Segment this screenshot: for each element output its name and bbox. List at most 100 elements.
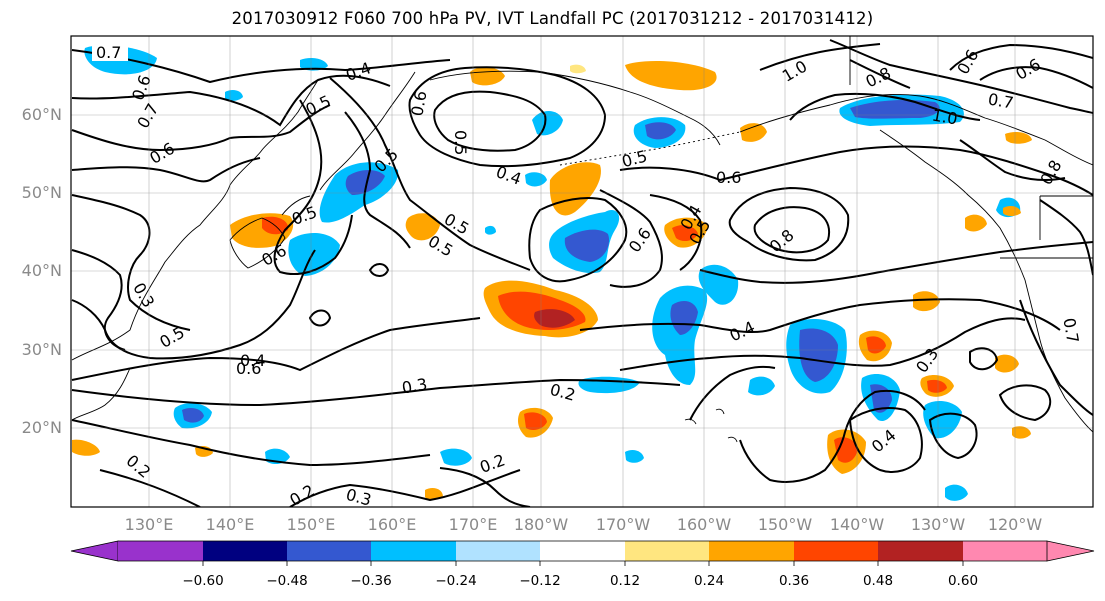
colorbar-tick-label: −0.48 [266,573,308,589]
contour-line [71,378,681,407]
neg-region-core [799,328,838,382]
contour-line [71,419,431,467]
colorbar-swatch [625,541,709,561]
contour-line [579,298,1061,334]
colorbar-swatch [878,541,963,561]
colorbar-extend-high [1046,540,1095,562]
contour-line [71,194,191,331]
contour-line [619,145,1093,196]
contour-label: 0.3 [400,374,428,397]
contour-small-closed [969,347,999,371]
colorbar-tick-label: 0.36 [778,573,810,589]
contour-line [599,189,663,288]
neg-region [923,400,962,439]
contour-label: 0.5 [451,130,470,155]
contour-line [71,104,331,152]
lon-label-160w: 160°W [676,515,732,534]
colorbar-tick-label: −0.12 [519,573,561,589]
colorbar-swatch [203,541,287,561]
contour-label: 0.6 [716,168,741,187]
japan-islands [229,217,286,269]
contour-line [689,365,776,421]
contour-line [273,99,353,276]
asia-south-coast [71,367,131,421]
pos-region [72,439,100,456]
contour-line [649,194,703,271]
contour-closed [998,384,1052,422]
contour-label: 0.3 [344,485,374,510]
contour-closed [928,412,978,460]
neg-region [288,233,340,276]
contour-label: 0.4 [240,351,265,370]
pos-region-mid [866,336,886,354]
alaska-coast [739,94,1093,166]
contour-closed [728,186,850,262]
pos-region [995,354,1019,373]
lon-label-180w: 180°W [513,515,569,534]
contour-small-closed [308,309,332,327]
lat-label-60n: 60°N [21,105,62,124]
lon-label-150w: 150°W [757,515,813,534]
kamchatka-coast [319,71,416,191]
lon-label-160e: 160°E [367,515,417,534]
pos-region [1003,205,1021,216]
contour-label: 1.0 [931,105,959,128]
bering-coast [429,70,721,146]
colorbar-tick-label: 0.48 [862,573,894,589]
hokkaido-coast [281,195,311,216]
neg-region-core [850,100,940,119]
colorbar-swatch [963,541,1047,561]
contour-line [1019,299,1093,416]
pos-region [965,214,987,232]
contour-line [71,157,261,183]
lat-label-40n: 40°N [21,261,62,280]
pos-region-mid [672,225,698,242]
contour-line [849,59,911,89]
colorbar-swatch [709,541,794,561]
pos-region [425,488,443,500]
neg-region-core [670,300,698,335]
neg-region [485,225,496,235]
contour-label: 0.7 [987,89,1015,112]
neg-region [945,484,968,501]
colorbar-swatch [371,541,456,561]
pos-region [740,123,767,142]
neg-region [300,58,328,71]
neg-region-core [345,170,385,195]
neg-region-core [564,229,610,262]
neg-region [532,111,563,136]
contour-small-closed [368,263,390,277]
neg-region-core [645,122,676,140]
lat-label-20n: 20°N [21,418,62,437]
contour-line [71,317,481,381]
contour-line [829,39,1093,114]
contour-line [344,111,411,249]
contour-line [759,43,881,71]
hawaii-islands [684,408,738,443]
pos-region-mid [927,379,947,393]
contour-line [739,390,926,483]
graticule [71,36,1093,507]
map-frame [70,35,1094,508]
lon-label-150e: 150°E [286,515,336,534]
colorbar-swatch [794,541,878,561]
contour-line [71,249,316,360]
colorbar [70,540,1095,566]
contour-line [439,467,531,507]
neg-region [748,376,775,396]
contour-line [979,66,1093,89]
contour-line [619,317,1026,371]
contour-closed [848,407,923,473]
colorbar-tick-label: −0.60 [182,573,224,589]
pos-region-mid [834,437,858,463]
colorbar-tick-label: 0.24 [693,573,725,589]
map-title: 2017030912 F060 700 hPa PV, IVT Landfall… [231,9,874,28]
contour-label: 0.7 [96,43,121,62]
lon-label-170e: 170°E [448,515,498,534]
contour-line [329,77,531,271]
colorbar-swatch [287,541,371,561]
colorbar-swatch [118,541,203,561]
pacific-northwest-coast [879,129,1093,433]
label-mask [92,43,128,61]
